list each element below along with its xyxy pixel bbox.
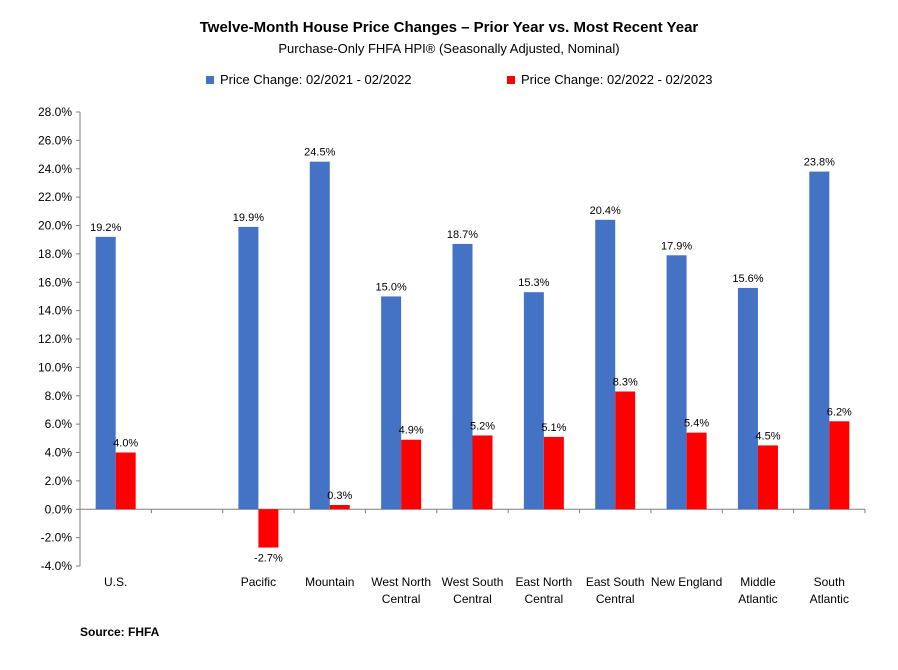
y-tick-label: 20.0%: [38, 219, 72, 233]
bar-series-1: [95, 236, 116, 510]
y-tick-label: 8.0%: [45, 389, 73, 403]
x-category-label: Atlantic: [738, 592, 777, 606]
y-tick-label: 6.0%: [45, 417, 73, 431]
bar-series-2: [829, 421, 850, 510]
data-label-series-2: 4.5%: [755, 430, 780, 442]
data-label-series-2: 6.2%: [827, 406, 852, 418]
bar-series-2: [615, 391, 636, 510]
data-label-series-2: 4.0%: [113, 438, 138, 450]
bar-series-2: [115, 452, 136, 510]
x-category-label: East North: [516, 575, 573, 589]
bar-series-2: [329, 504, 350, 510]
y-tick-label: -4.0%: [41, 559, 73, 573]
data-label-series-1: 20.4%: [590, 205, 621, 217]
x-category-label: Central: [525, 592, 564, 606]
y-tick-label: 10.0%: [38, 360, 72, 374]
bar-series-1: [666, 255, 687, 510]
chart-legend: Price Change: 02/2021 - 02/2022 Price Ch…: [0, 72, 898, 92]
y-tick-label: 22.0%: [38, 190, 72, 204]
legend-item-series-2: Price Change: 02/2022 - 02/2023: [507, 72, 713, 87]
data-label-series-2: 0.3%: [327, 490, 352, 502]
x-category-label: New England: [651, 575, 722, 589]
legend-label-series-1: Price Change: 02/2021 - 02/2022: [220, 72, 412, 87]
bar-series-1: [523, 292, 544, 510]
bar-series-2: [258, 509, 279, 548]
data-label-series-1: 19.9%: [233, 212, 264, 224]
bar-series-2: [543, 436, 564, 510]
x-category-label: East South: [586, 575, 645, 589]
bar-series-2: [686, 432, 707, 510]
legend-swatch-series-1: [206, 75, 214, 84]
bar-series-2: [757, 445, 778, 510]
legend-label-series-2: Price Change: 02/2022 - 02/2023: [521, 72, 713, 87]
data-label-series-2: -2.7%: [254, 553, 283, 565]
y-tick-label: -2.0%: [41, 531, 73, 545]
data-label-series-1: 17.9%: [661, 240, 692, 252]
y-tick-label: 28.0%: [38, 105, 72, 119]
bar-series-1: [381, 296, 402, 510]
bar-series-1: [595, 219, 616, 510]
legend-item-series-1: Price Change: 02/2021 - 02/2022: [206, 72, 412, 87]
y-tick-label: 18.0%: [38, 247, 72, 261]
data-label-series-1: 19.2%: [90, 222, 121, 234]
data-label-series-2: 4.9%: [399, 425, 424, 437]
bar-series-1: [309, 161, 330, 510]
y-tick-label: 4.0%: [45, 446, 73, 460]
data-label-series-1: 18.7%: [447, 229, 478, 241]
data-label-series-2: 5.4%: [684, 418, 709, 430]
x-category-label: Central: [382, 592, 421, 606]
x-category-label: Mountain: [305, 575, 354, 589]
x-category-label: Central: [596, 592, 635, 606]
y-tick-label: 24.0%: [38, 162, 72, 176]
chart-subtitle: Purchase-Only FHFA HPI® (Seasonally Adju…: [278, 41, 620, 56]
bar-series-1: [809, 171, 830, 510]
data-label-series-2: 8.3%: [613, 376, 638, 388]
bar-series-1: [452, 243, 473, 510]
y-tick-label: 26.0%: [38, 133, 72, 147]
y-tick-label: 12.0%: [38, 332, 72, 346]
x-category-label: West North: [371, 575, 431, 589]
x-category-label: West South: [442, 575, 504, 589]
data-label-series-1: 23.8%: [804, 157, 835, 169]
y-tick-label: 14.0%: [38, 304, 72, 318]
bar-series-2: [472, 435, 493, 510]
data-label-series-2: 5.1%: [541, 422, 566, 434]
data-label-series-1: 15.6%: [732, 273, 763, 285]
x-category-label: Pacific: [241, 575, 276, 589]
x-category-label: South: [814, 575, 845, 589]
y-tick-label: 2.0%: [45, 474, 73, 488]
source-note: Source: FHFA: [80, 625, 160, 639]
x-category-label: U.S.: [104, 575, 127, 589]
data-label-series-2: 5.2%: [470, 420, 495, 432]
y-tick-label: 0.0%: [45, 502, 73, 516]
bar-series-1: [238, 226, 259, 510]
bar-series-2: [401, 439, 422, 510]
data-label-series-1: 15.3%: [518, 277, 549, 289]
data-label-series-1: 15.0%: [376, 281, 407, 293]
x-category-label: Central: [453, 592, 492, 606]
y-tick-label: 16.0%: [38, 275, 72, 289]
chart-title: Twelve-Month House Price Changes – Prior…: [199, 19, 699, 36]
legend-swatch-series-2: [507, 75, 515, 84]
bar-series-1: [737, 287, 758, 510]
x-category-label: Atlantic: [810, 592, 849, 606]
x-category-label: Middle: [740, 575, 776, 589]
data-label-series-1: 24.5%: [304, 147, 335, 159]
